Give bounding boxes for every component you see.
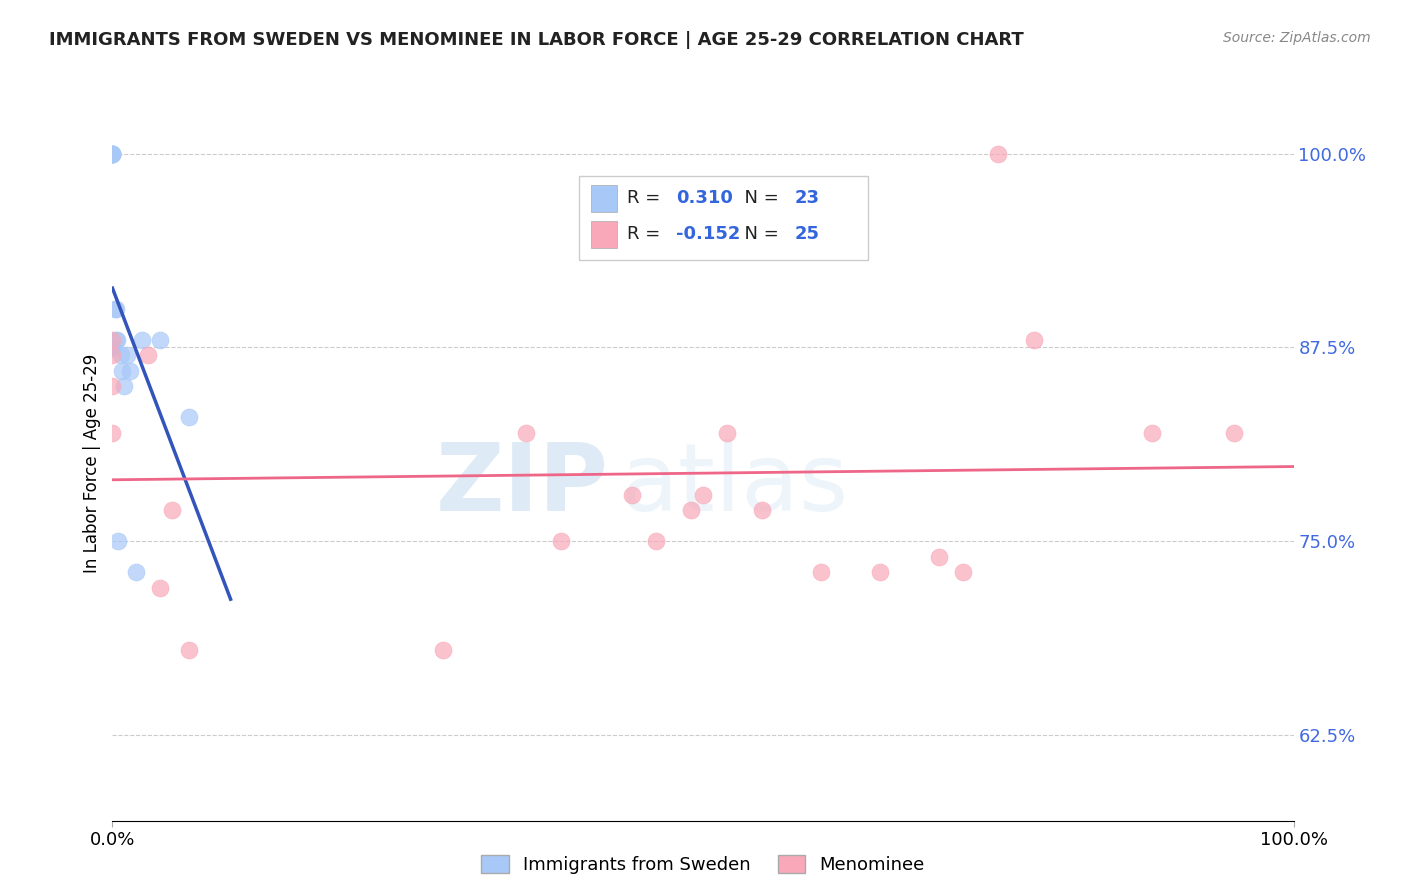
Point (751, 503, 773, 517)
Point (149, 333, 172, 347)
Point (621, 488, 644, 502)
Point (105, 333, 128, 347)
Point (105, 301, 128, 316)
Point (111, 364, 134, 378)
Point (1223, 425, 1246, 440)
Point (101, 146, 124, 161)
Point (1140, 425, 1163, 440)
Point (101, 146, 124, 161)
Point (101, 146, 124, 161)
Text: ZIP: ZIP (436, 439, 609, 532)
Point (131, 333, 153, 347)
Point (101, 348, 124, 362)
Point (115, 348, 138, 362)
Text: 0.310: 0.310 (676, 189, 733, 207)
Text: -0.152: -0.152 (676, 225, 740, 243)
Point (107, 534, 129, 549)
Text: 25: 25 (796, 225, 820, 243)
Text: N =: N = (733, 189, 785, 207)
Point (120, 364, 142, 378)
Text: R =: R = (627, 189, 666, 207)
Point (101, 341, 124, 355)
Point (101, 146, 124, 161)
Point (952, 566, 974, 580)
Point (104, 301, 127, 316)
Point (101, 341, 124, 355)
Text: Source: ZipAtlas.com: Source: ZipAtlas.com (1223, 31, 1371, 45)
Point (550, 534, 572, 549)
Point (869, 566, 891, 580)
Text: atlas: atlas (620, 439, 849, 532)
Point (179, 410, 201, 425)
Point (692, 488, 714, 502)
Point (149, 581, 172, 595)
Legend: Immigrants from Sweden, Menominee: Immigrants from Sweden, Menominee (472, 846, 934, 883)
Point (110, 348, 132, 362)
Text: N =: N = (733, 225, 785, 243)
Point (644, 534, 666, 549)
Point (987, 146, 1010, 161)
Point (716, 425, 738, 440)
Point (681, 503, 703, 517)
Point (515, 425, 537, 440)
Bar (591, 220, 617, 248)
Y-axis label: In Labor Force | Age 25-29: In Labor Force | Age 25-29 (83, 354, 101, 574)
Point (101, 425, 124, 440)
Point (432, 643, 454, 657)
Point (136, 348, 159, 362)
Point (1022, 333, 1045, 347)
Point (160, 503, 183, 517)
Point (101, 333, 124, 347)
Point (125, 566, 148, 580)
Point (112, 379, 135, 393)
Point (101, 146, 124, 161)
Point (928, 549, 950, 564)
Point (810, 566, 832, 580)
Text: 23: 23 (796, 189, 820, 207)
Bar (591, 185, 617, 212)
Point (101, 146, 124, 161)
Point (105, 333, 128, 347)
Text: R =: R = (627, 225, 666, 243)
Point (101, 379, 124, 393)
FancyBboxPatch shape (579, 177, 869, 260)
Point (179, 643, 201, 657)
Text: IMMIGRANTS FROM SWEDEN VS MENOMINEE IN LABOR FORCE | AGE 25-29 CORRELATION CHART: IMMIGRANTS FROM SWEDEN VS MENOMINEE IN L… (49, 31, 1024, 49)
Point (101, 341, 124, 355)
